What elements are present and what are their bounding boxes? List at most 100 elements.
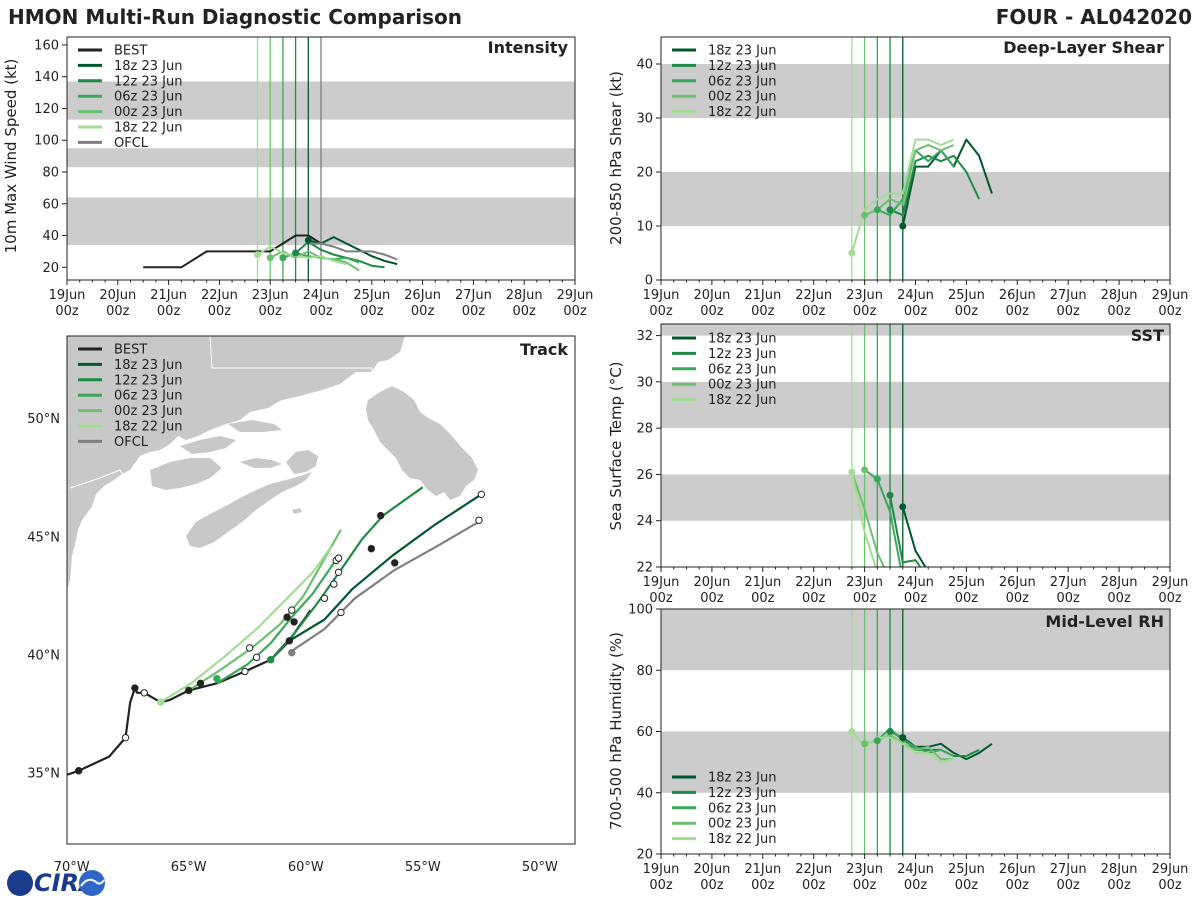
intensity-y-axis-label: 10m Max Wind Speed (kt) [2, 59, 20, 254]
intensity-marker-18z-23-jun [304, 236, 312, 244]
rh-marker-18z-22-jun [848, 728, 856, 735]
sst-xtick-hour-2: 00z [751, 591, 775, 606]
rh-legend-label-18z-22-jun: 18z 22 Jun [708, 832, 777, 847]
shear-legend-label-18z-22-jun: 18z 22 Jun [708, 105, 777, 120]
intensity-panel-title: Intensity [488, 38, 569, 57]
track-legend-label-00z-23-jun: 00z 23 Jun [114, 404, 183, 419]
land-gaspe [180, 436, 236, 454]
intensity-series-best [143, 234, 322, 269]
sst-marker-00z-23-jun [861, 466, 869, 474]
shear-xtick-hour-4: 00z [853, 304, 877, 319]
rh-xtick-hour-9: 00z [1107, 878, 1131, 893]
track-legend-label-06z-23-jun: 06z 23 Jun [114, 389, 183, 404]
track-point-26 [475, 516, 483, 524]
land-cape-breton [286, 450, 318, 474]
cira-logo: CIRA [7, 869, 105, 897]
track-point-24 [367, 544, 376, 553]
rh-plot-area [661, 609, 1170, 854]
rh-band-0 [661, 731, 1170, 793]
track-point-0 [75, 767, 83, 775]
logo-wave-stroke [80, 878, 105, 887]
shear-marker-18z-22-jun [848, 249, 856, 257]
shear-ytick-label-40: 40 [636, 58, 653, 73]
track-point-18 [337, 608, 345, 617]
track-point-6 [196, 679, 205, 688]
track-legend-label-best: BEST [114, 343, 147, 358]
rh-legend-label-06z-23-jun: 06z 23 Jun [708, 801, 777, 816]
track-frame [66, 335, 576, 845]
shear-legend-label-06z-23-jun: 06z 23 Jun [708, 74, 777, 89]
rh-ytick-label-80: 80 [636, 664, 653, 679]
rh-xtick-day-1: 20Jun [693, 862, 730, 877]
intensity-xtick-hour-6: 00z [360, 304, 384, 319]
intensity-xtick-hour-9: 00z [513, 304, 537, 319]
intensity-xtick-hour-7: 00z [411, 304, 435, 319]
intensity-xtick-day-5: 24Jun [303, 288, 340, 303]
land-mainland [67, 336, 405, 590]
intensity-xtick-day-4: 23Jun [252, 288, 289, 303]
rh-xtick-hour-10: 00z [1158, 878, 1182, 893]
track-series-12z-23-jun [269, 486, 424, 661]
rh-xtick-day-4: 23Jun [846, 862, 883, 877]
track-point-3 [140, 689, 148, 697]
shear-band-1 [661, 64, 1170, 118]
sst-xtick-hour-5: 00z [904, 591, 928, 606]
intensity-xtick-day-1: 20Jun [99, 288, 136, 303]
intensity-ytick-label-60: 60 [42, 197, 59, 212]
track-xtick-label-65-w: 65°W [171, 860, 207, 875]
intensity-marker-18z-22-jun [254, 251, 261, 259]
sst-marker-06z-23-jun [873, 475, 881, 483]
sst-xtick-hour-10: 00z [1158, 591, 1182, 606]
intensity-marker-00z-23-jun [266, 254, 274, 262]
sst-series-18z-22-jun [850, 471, 877, 567]
track-xtick-label-70-w: 70°W [54, 860, 90, 875]
track-point-2 [131, 684, 139, 692]
rh-xtick-day-9: 28Jun [1101, 862, 1138, 877]
track-point-5 [185, 686, 193, 695]
rh-xtick-day-0: 19Jun [643, 862, 680, 877]
sst-xtick-day-9: 28Jun [1101, 575, 1138, 590]
intensity-xtick-day-3: 22Jun [201, 288, 238, 303]
track-ytick-label-35-n: 35°N [27, 767, 60, 782]
intensity-ytick-label-80: 80 [42, 166, 59, 181]
shear-xtick-day-9: 28Jun [1101, 288, 1138, 303]
rh-xtick-hour-0: 00z [649, 878, 673, 893]
intensity-xtick-day-8: 27Jun [455, 288, 492, 303]
rh-legend-label-18z-23-jun: 18z 23 Jun [708, 771, 777, 786]
track-xtick-label-50-w: 50°W [522, 860, 558, 875]
shear-marker-06z-23-jun [873, 206, 881, 214]
shear-xtick-hour-9: 00z [1107, 304, 1131, 319]
intensity-xtick-hour-4: 00z [259, 304, 283, 319]
sst-marker-12z-23-jun [886, 491, 894, 499]
shear-xtick-hour-2: 00z [751, 304, 775, 319]
track-point-22 [334, 554, 343, 562]
sst-ytick-label-30: 30 [636, 375, 653, 390]
intensity-panel: Intensity 10m Max Wind Speed (kt) 20 40 60… [2, 36, 593, 319]
shear-xtick-day-3: 22Jun [795, 288, 832, 303]
rh-xtick-day-2: 21Jun [744, 862, 781, 877]
shear-xtick-day-7: 26Jun [999, 288, 1036, 303]
rh-legend-label-12z-23-jun: 12z 23 Jun [708, 786, 777, 801]
rh-xtick-day-6: 25Jun [948, 862, 985, 877]
sst-xtick-day-3: 22Jun [795, 575, 832, 590]
shear-legend-label-18z-23-jun: 18z 23 Jun [708, 44, 777, 59]
intensity-xtick-day-2: 21Jun [150, 288, 187, 303]
track-lines [67, 486, 486, 776]
sst-marker-18z-22-jun [848, 468, 856, 476]
track-point-9 [252, 653, 261, 662]
intensity-marker-06z-23-jun [279, 254, 287, 262]
shear-plot-area [661, 37, 1170, 280]
track-series-06z-23-jun [216, 555, 340, 685]
sst-series-00z-23-jun [850, 471, 886, 567]
shear-band-0 [661, 172, 1170, 226]
sst-plot-area [661, 324, 1170, 567]
rh-marker-06z-23-jun [873, 737, 881, 745]
track-series-18z-22-jun [160, 545, 333, 704]
sst-ytick-label-24: 24 [636, 514, 653, 529]
rh-xtick-hour-5: 00z [904, 878, 928, 893]
sst-ytick-label-26: 26 [636, 468, 653, 483]
rh-xtick-day-3: 22Jun [795, 862, 832, 877]
intensity-xtick-day-6: 25Jun [353, 288, 390, 303]
shear-xtick-day-2: 21Jun [744, 288, 781, 303]
sst-ytick-label-28: 28 [636, 422, 653, 437]
